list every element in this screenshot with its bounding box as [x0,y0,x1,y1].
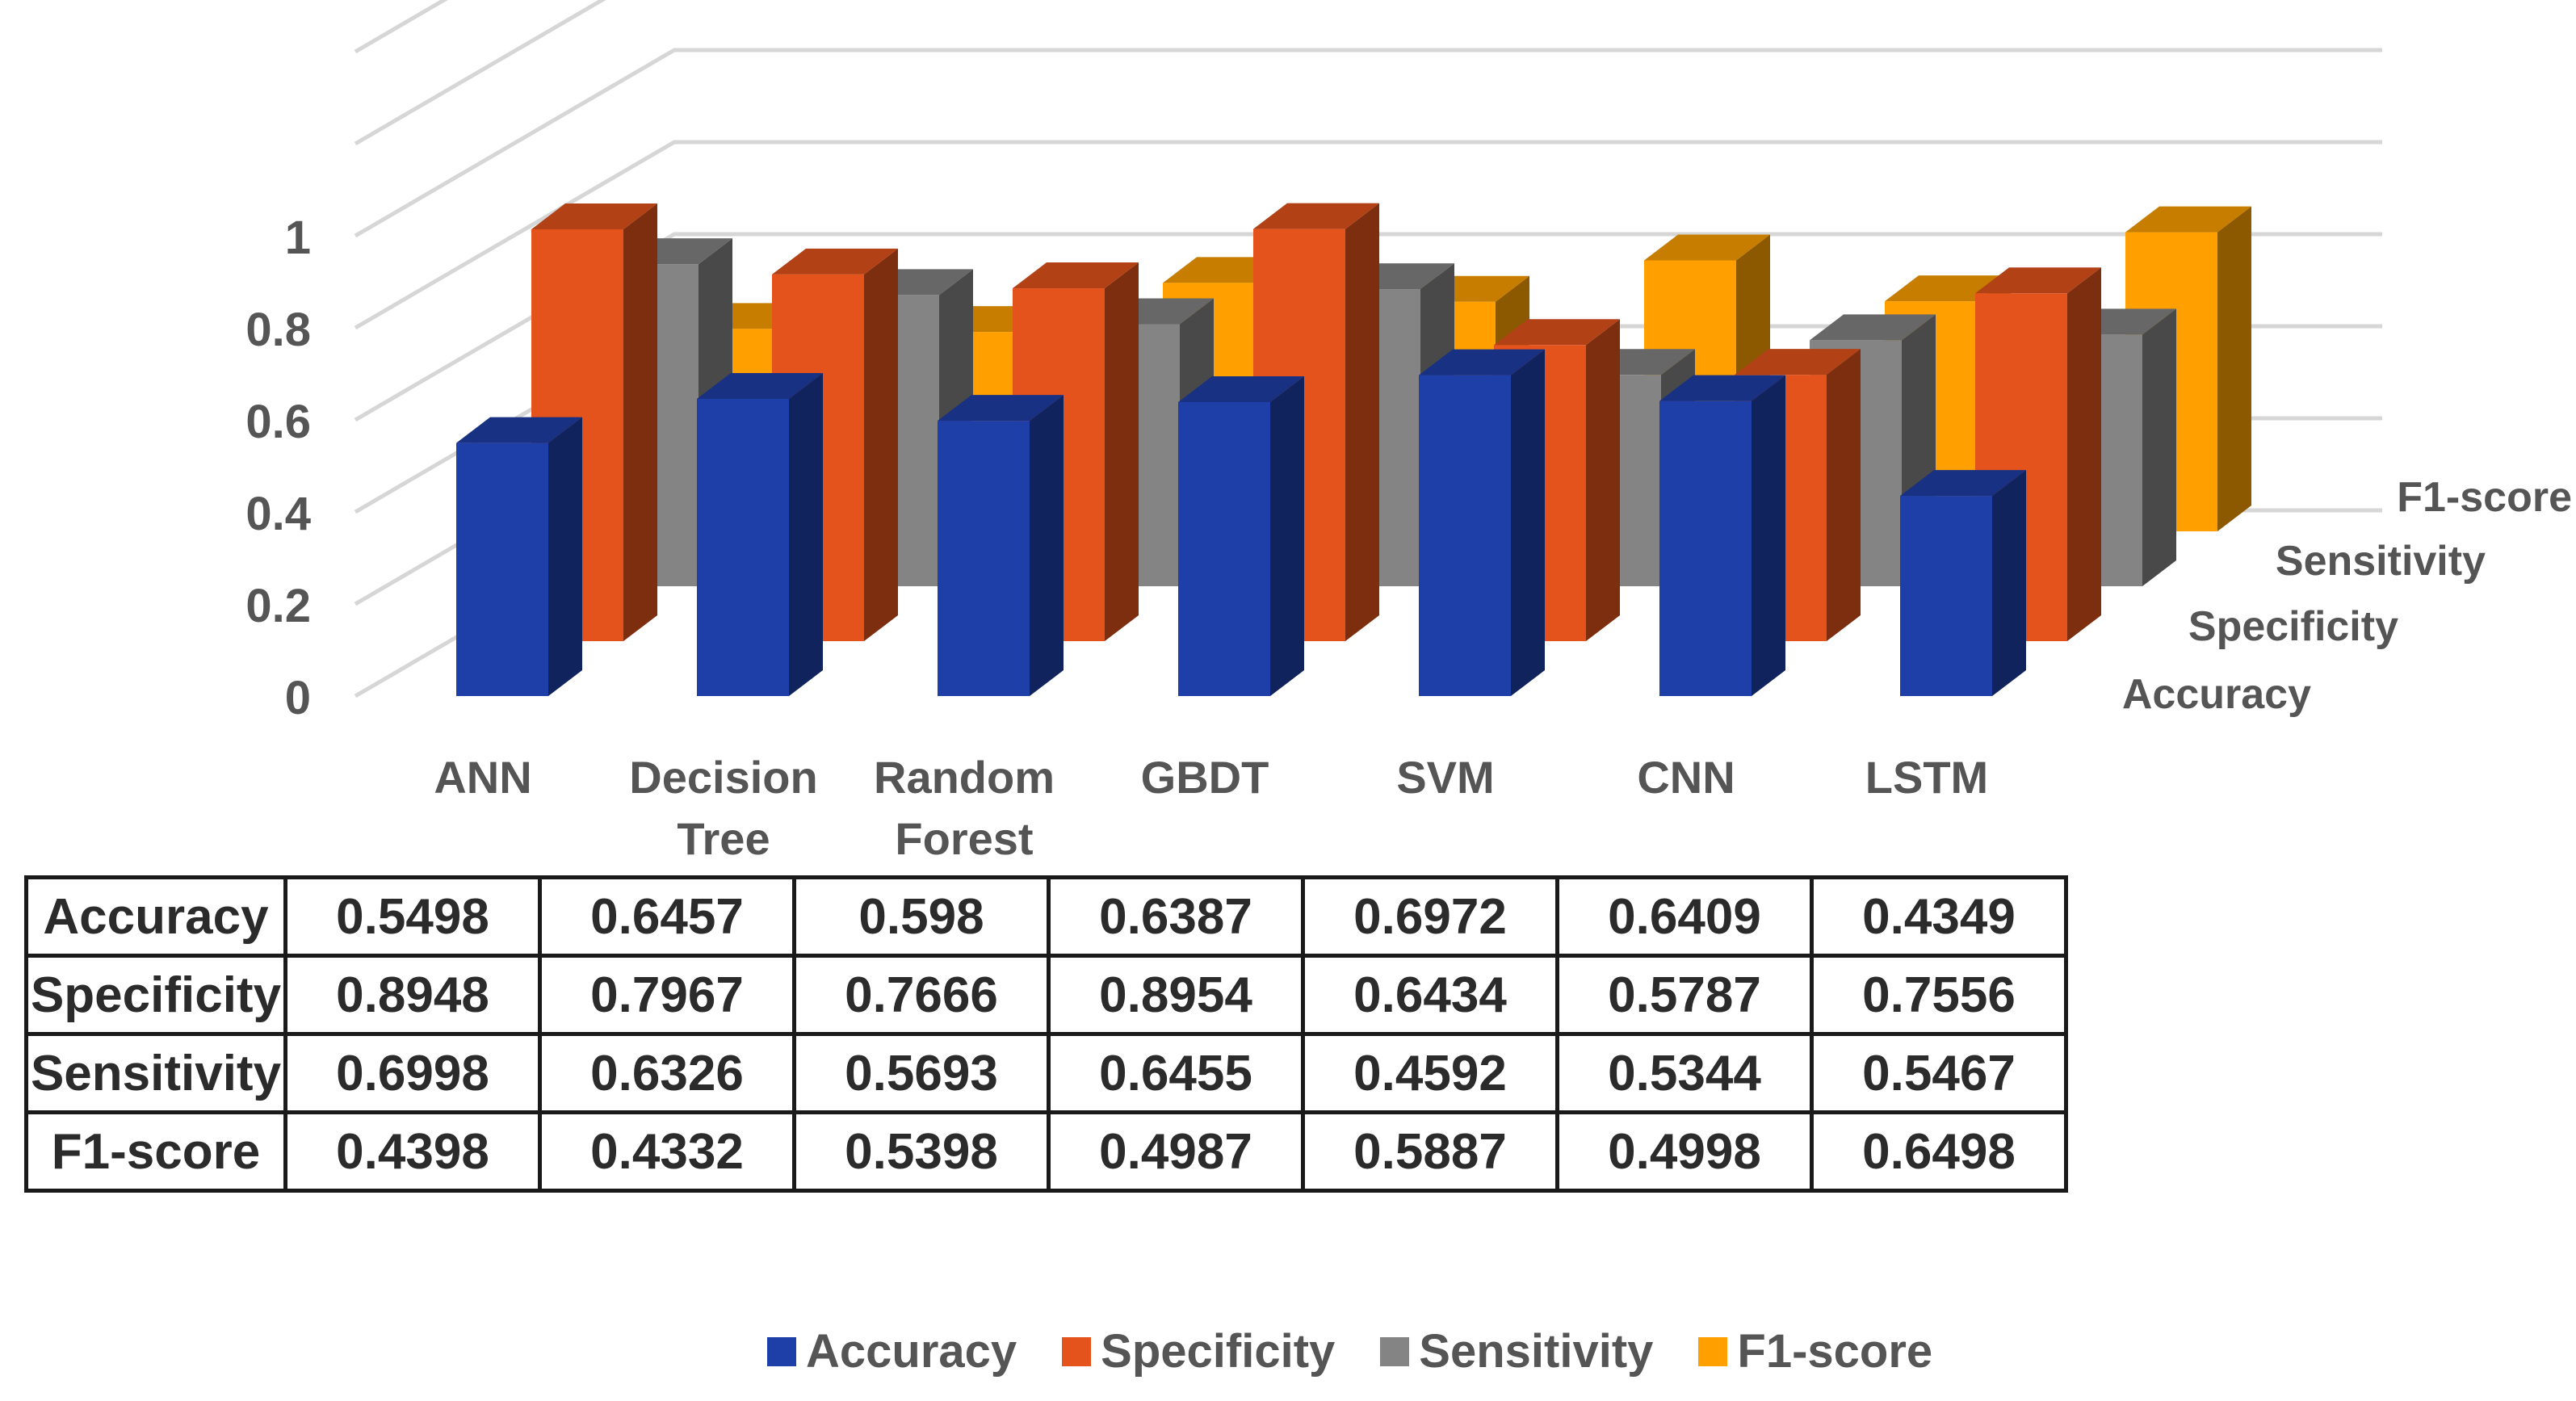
table-row-header: F1-score [24,1110,287,1193]
gridline [354,140,2382,330]
table-cell: 0.4332 [538,1110,796,1193]
legend-swatch [1062,1336,1092,1366]
category-label: GBDT [1141,752,1269,803]
legend-label: F1-score [1737,1325,1933,1378]
legend-swatch [1698,1336,1728,1366]
table-cell: 0.6326 [538,1032,796,1114]
table-cell: 0.4987 [1047,1110,1305,1193]
table-cell: 0.5398 [792,1110,1051,1193]
bar-accuracy-svm [1419,349,1545,696]
category-label: LSTM [1865,752,1988,803]
legend-label: Specificity [1101,1325,1336,1378]
y-tick-label: 0.8 [245,304,311,356]
gridline [354,48,2382,238]
table-cell: 0.7556 [1810,954,2068,1036]
table-cell: 0.4349 [1810,875,2068,958]
table-row: Accuracy 0.5498 0.6457 0.598 0.6387 0.6972 0.6… [24,875,2068,958]
category-label: Forest [895,813,1033,856]
table-cell: 0.8954 [1047,954,1305,1036]
table-cell: 0.4998 [1555,1110,1814,1193]
table-cell: 0.7666 [792,954,1051,1036]
bar-accuracy-ann [456,417,582,696]
table-cell: 0.6409 [1555,875,1814,958]
table-cell: 0.8948 [283,954,542,1036]
table-row-header: Specificity [24,954,287,1036]
legend-label: Sensitivity [1419,1325,1654,1378]
depth-label-specificity: Specificity [2188,603,2398,650]
legend-item-accuracy: Accuracy [767,1324,1017,1378]
legend-swatch [767,1336,796,1366]
bar-accuracy-lstm [1900,470,2026,696]
table-cell: 0.5887 [1301,1110,1559,1193]
bar-accuracy-decision-tree [697,372,823,696]
legend-item-f1-score: F1-score [1698,1324,1932,1378]
table-cell: 0.6998 [283,1032,542,1114]
table-cell: 0.4398 [283,1110,542,1193]
gridline [354,232,2382,422]
table-cell: 0.6455 [1047,1032,1305,1114]
table-cell: 0.6387 [1047,875,1305,958]
gridline [354,0,448,54]
table-cell: 0.5693 [792,1032,1051,1114]
depth-label-f1-score: F1-score [2397,474,2572,521]
gridline [354,0,606,146]
depth-axis-labels: F1-score Sensitivity Specificity Accuracy [2122,474,2572,718]
legend-label: Accuracy [806,1325,1017,1378]
table-cell: 0.7967 [538,954,796,1036]
table-row-header: Accuracy [24,875,287,958]
category-label: ANN [434,752,531,803]
y-tick-label: 0.4 [245,488,311,540]
category-label: CNN [1637,752,1735,803]
table-cell: 0.6498 [1810,1110,2068,1193]
category-label: Decision [629,752,817,803]
table-cell: 0.5344 [1555,1032,1814,1114]
legend-swatch [1380,1336,1410,1366]
y-tick-label: 1 [285,212,311,264]
y-tick-label: 0.2 [245,580,311,632]
y-tick-label: 0.6 [245,396,311,448]
table-cell: 0.6434 [1301,954,1559,1036]
depth-label-sensitivity: Sensitivity [2276,538,2486,585]
table-cell: 0.6972 [1301,875,1559,958]
category-label: Random [874,752,1055,803]
table-cell: 0.4592 [1301,1032,1559,1114]
bar-accuracy-cnn [1659,375,1785,696]
table-cell: 0.598 [792,875,1051,958]
legend: Accuracy Specificity Sensitivity F1-score [767,1324,1978,1378]
table-cell: 0.6457 [538,875,796,958]
y-axis-ticks: 0 0.2 0.4 0.6 0.8 1 [245,212,311,724]
bar-accuracy-random-forest [938,395,1064,696]
table-cell: 0.5467 [1810,1032,2068,1114]
table-row: F1-score 0.4398 0.4332 0.5398 0.4987 0.5887 0.… [24,1110,2068,1193]
category-label: SVM [1396,752,1494,803]
legend-item-sensitivity: Sensitivity [1380,1324,1653,1378]
table-row-header: Sensitivity [24,1032,287,1114]
table-row: Specificity 0.8948 0.7967 0.7666 0.8954 0.643… [24,954,2068,1036]
chart-3d-bar: 0 0.2 0.4 0.6 0.8 1 F1-score Sensitivity Specif… [245,0,2572,856]
data-table: Accuracy 0.5498 0.6457 0.598 0.6387 0.6972 0.6… [24,875,2068,1193]
bar-accuracy-gbdt [1178,375,1304,696]
y-tick-label: 0 [285,672,311,724]
legend-item-specificity: Specificity [1062,1324,1335,1378]
table-cell: 0.5498 [283,875,542,958]
depth-label-accuracy: Accuracy [2122,671,2311,718]
bars [456,203,2251,696]
table-row: Sensitivity 0.6998 0.6326 0.5693 0.6455 0.459… [24,1032,2068,1114]
category-label: Tree [677,813,770,856]
table-cell: 0.5787 [1555,954,1814,1036]
category-labels: ANN Decision Tree Random Forest GBDT SVM CNN LST… [434,752,1988,856]
